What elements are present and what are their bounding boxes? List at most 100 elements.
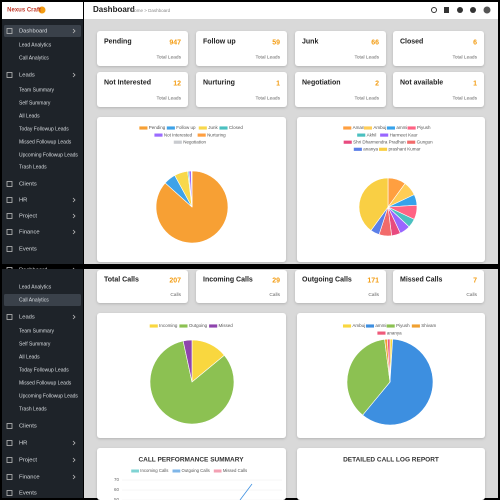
menu-item[interactable]: HR xyxy=(19,441,27,447)
legend-swatch xyxy=(131,469,139,473)
menu-item[interactable]: Finance xyxy=(19,475,40,481)
menu-item[interactable]: Project xyxy=(19,458,37,464)
stat-card xyxy=(97,72,188,107)
card-label: Incoming Calls xyxy=(203,277,253,284)
menu-item[interactable]: Events xyxy=(19,491,37,497)
legend-label: Shri Dharmendra Pradhan xyxy=(353,139,406,144)
legend-swatch xyxy=(343,140,352,144)
card-value: 1 xyxy=(473,80,477,87)
chevron xyxy=(72,440,76,446)
menu-item[interactable]: Dashboard xyxy=(19,29,47,35)
card-unit: Total Leads xyxy=(255,96,280,102)
submenu-item[interactable]: Call Analytics xyxy=(19,55,49,61)
submenu-item[interactable]: All Leads xyxy=(19,113,40,119)
legend-swatch xyxy=(166,126,175,130)
legend-label: Aman xyxy=(353,125,365,130)
pie-slice[interactable] xyxy=(346,339,391,416)
legend-swatch xyxy=(353,147,362,151)
legend-label: ammi xyxy=(396,125,407,130)
icon[interactable] xyxy=(470,7,476,13)
submenu-item[interactable]: Trash Leads xyxy=(19,164,47,170)
avatar[interactable] xyxy=(483,6,491,14)
submenu-item[interactable]: Today Followup Leads xyxy=(19,367,69,373)
submenu-item[interactable]: Trash Leads xyxy=(19,406,47,412)
legend-label: Gungun xyxy=(417,139,434,144)
pie-slice[interactable] xyxy=(182,339,193,383)
chevron xyxy=(72,213,76,219)
legend-label: Pending xyxy=(149,125,166,130)
card-label: Outgoing Calls xyxy=(302,277,352,284)
legend-label: Incoming xyxy=(159,323,178,328)
menu-item[interactable]: Clients xyxy=(19,182,37,188)
card-value: 2 xyxy=(375,80,379,87)
submenu-item[interactable]: Call Analytics xyxy=(19,297,49,303)
card-unit: Total Leads xyxy=(354,96,379,102)
card-value: 171 xyxy=(367,278,379,285)
submenu-item[interactable]: Lead Analytics xyxy=(19,42,52,48)
card-unit: Calls xyxy=(466,292,477,298)
pie-slice[interactable] xyxy=(358,177,389,231)
legend-swatch xyxy=(154,133,163,137)
legend-label: Shivam xyxy=(421,323,436,328)
card-value: 12 xyxy=(173,80,181,87)
legend-swatch xyxy=(209,324,218,328)
menu-icon xyxy=(6,72,13,78)
submenu-item[interactable]: Lead Analytics xyxy=(19,284,52,290)
submenu-item[interactable]: Upcoming Followup Leads xyxy=(19,152,78,158)
submenu-item[interactable]: Missed Followup Leads xyxy=(19,139,72,145)
legend-label: Piyush xyxy=(417,125,431,130)
legend-label: Piyush xyxy=(396,323,410,328)
card-label: Follow up xyxy=(203,38,236,45)
menu-item[interactable]: Leads xyxy=(19,315,35,321)
legend-swatch xyxy=(365,324,375,328)
submenu-item[interactable]: Team Summary xyxy=(19,328,55,334)
stat-card xyxy=(196,72,287,107)
panel-title: CALL PERFORMANCE SUMMARY xyxy=(138,457,244,464)
submenu-item[interactable]: All Leads xyxy=(19,354,40,360)
card-label: Nurturing xyxy=(203,79,235,86)
menu-item[interactable]: Clients xyxy=(19,424,37,430)
menu-icon xyxy=(6,423,13,429)
breadcrumb[interactable]: Home > Dashboard xyxy=(131,8,171,13)
menu-icon xyxy=(6,440,13,446)
y-tick-label: 70 xyxy=(114,477,120,482)
submenu-item[interactable]: Self Summary xyxy=(19,341,51,347)
submenu-item[interactable]: Missed Followup Leads xyxy=(19,380,72,386)
card-label: Total Calls xyxy=(104,277,139,284)
search-icon[interactable] xyxy=(431,7,437,13)
card-value: 1 xyxy=(276,80,280,87)
stat-card xyxy=(97,31,188,66)
menu-item[interactable]: Finance xyxy=(19,230,40,236)
chart-panel xyxy=(97,448,286,500)
menu-item[interactable]: HR xyxy=(19,198,27,204)
menu-icon xyxy=(6,314,13,320)
menu-item[interactable]: Leads xyxy=(19,73,35,79)
pie-slice[interactable] xyxy=(386,338,391,383)
chart-panel xyxy=(297,448,485,500)
pie-slice[interactable] xyxy=(362,338,434,426)
icon[interactable] xyxy=(457,7,463,13)
card-unit: Total Leads xyxy=(354,55,379,61)
menu-item[interactable]: Project xyxy=(19,214,37,220)
menu-icon xyxy=(6,457,13,463)
pie-slice[interactable] xyxy=(149,340,235,425)
page-title: Dashboard xyxy=(93,5,135,14)
submenu-item[interactable]: Self Summary xyxy=(19,100,51,106)
legend-label: ammi xyxy=(375,323,386,328)
divider xyxy=(0,264,500,269)
submenu-item[interactable]: Today Followup Leads xyxy=(19,126,69,132)
trend-line xyxy=(239,483,253,500)
legend-swatch xyxy=(379,147,388,151)
top-header xyxy=(84,2,498,19)
submenu-item[interactable]: Upcoming Followup Leads xyxy=(19,393,78,399)
legend-swatch xyxy=(343,126,352,130)
chevron xyxy=(72,28,76,34)
legend-label: Junk xyxy=(208,125,218,130)
icon[interactable] xyxy=(444,7,449,13)
menu-icon xyxy=(6,213,13,219)
card-value: 7 xyxy=(473,278,477,285)
submenu-item[interactable]: Team Summary xyxy=(19,87,55,93)
legend-swatch xyxy=(363,126,373,130)
menu-item[interactable]: Events xyxy=(19,247,37,253)
legend-swatch xyxy=(173,140,182,144)
